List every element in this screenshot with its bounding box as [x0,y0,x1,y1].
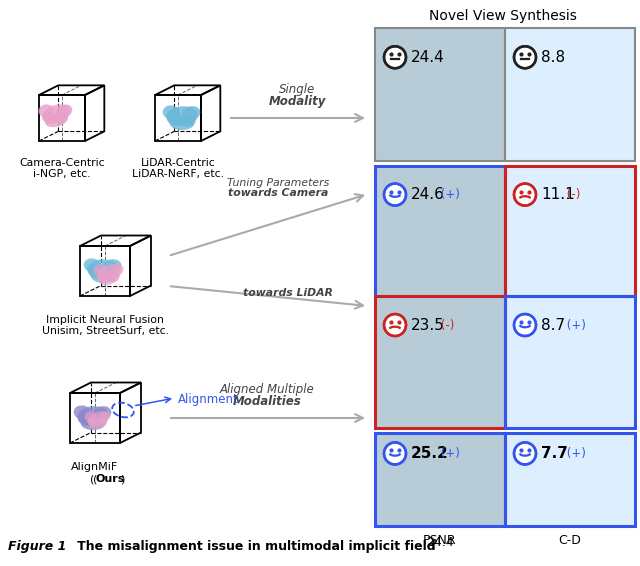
Text: Modalities: Modalities [232,395,301,408]
Ellipse shape [93,415,107,427]
Text: (: ( [93,474,97,484]
Text: Single: Single [279,83,315,96]
Ellipse shape [166,106,198,126]
Text: LiDAR-Centric: LiDAR-Centric [141,158,216,168]
Bar [505,166,635,296]
Text: (+): (+) [563,447,586,460]
Ellipse shape [167,113,182,126]
Text: (+): (+) [437,188,460,201]
Ellipse shape [42,104,70,123]
Circle shape [384,443,406,465]
Circle shape [384,46,406,68]
Ellipse shape [90,418,106,430]
Ellipse shape [88,411,109,427]
Text: Camera-Centric: Camera-Centric [19,158,105,168]
Bar [505,28,635,161]
Circle shape [384,183,406,205]
Text: 25.2: 25.2 [411,446,449,461]
Text: towards Camera: towards Camera [228,188,328,198]
Text: ): ) [120,474,124,484]
Bar [375,296,505,428]
Text: (-): (-) [437,319,454,332]
Text: Aligned Multiple: Aligned Multiple [220,383,314,396]
Ellipse shape [97,264,121,282]
Text: (+): (+) [563,319,586,332]
Text: 24.4: 24.4 [411,50,445,65]
Text: PSNR: PSNR [423,534,457,547]
Ellipse shape [88,266,104,279]
Text: AlignMiF: AlignMiF [72,462,118,472]
Ellipse shape [99,418,108,427]
Text: C-D: C-D [559,534,581,547]
Text: (: ( [90,474,94,484]
Ellipse shape [38,104,54,117]
Ellipse shape [88,417,99,426]
Bar [505,296,635,428]
Text: LiDAR-NeRF, etc.: LiDAR-NeRF, etc. [132,169,224,179]
Text: Figure 1: Figure 1 [8,540,67,553]
Ellipse shape [170,116,195,130]
Ellipse shape [103,269,117,280]
Ellipse shape [102,259,122,273]
Text: Ours: Ours [96,474,125,484]
Ellipse shape [84,411,97,422]
Bar [375,166,505,296]
Ellipse shape [182,115,196,127]
Circle shape [514,46,536,68]
Circle shape [514,443,536,465]
Ellipse shape [109,264,124,277]
Bar [375,433,505,526]
Bar [505,433,635,526]
Ellipse shape [84,258,101,273]
Circle shape [384,314,406,336]
Ellipse shape [42,112,57,123]
Circle shape [514,183,536,205]
Ellipse shape [92,406,111,421]
Text: 11.1: 11.1 [541,187,575,202]
Text: Modality: Modality [268,95,326,108]
Text: Novel View Synthesis: Novel View Synthesis [429,9,577,23]
Bar [505,28,635,161]
Ellipse shape [87,259,119,278]
Text: 8.8: 8.8 [541,50,565,65]
Ellipse shape [109,272,120,282]
Text: towards LiDAR: towards LiDAR [243,288,333,298]
Text: Implicit Neural Fusion: Implicit Neural Fusion [46,315,164,325]
Bar [375,28,505,161]
Text: 8.7: 8.7 [541,318,565,333]
Ellipse shape [163,105,180,119]
Bar [375,166,505,296]
Ellipse shape [45,114,67,127]
Ellipse shape [77,406,109,426]
Text: 23.5: 23.5 [411,318,445,333]
Text: Alignment: Alignment [178,392,239,405]
Ellipse shape [56,113,68,125]
Text: (+): (+) [437,447,460,460]
Ellipse shape [81,416,106,430]
Bar [375,433,505,526]
Circle shape [514,314,536,336]
Bar [505,166,635,296]
Text: The misalignment issue in multimodal implicit field: The misalignment issue in multimodal imp… [64,540,436,553]
Bar [505,296,635,428]
Text: (-): (-) [563,188,580,201]
Ellipse shape [91,269,115,283]
Text: 24.6: 24.6 [411,187,445,202]
Bar [375,296,505,428]
Bar [505,433,635,526]
Ellipse shape [99,272,118,285]
Ellipse shape [98,411,111,423]
Text: i-NGP, etc.: i-NGP, etc. [33,169,91,179]
Text: Unisim, StreetSurf, etc.: Unisim, StreetSurf, etc. [42,326,168,336]
Text: Tuning Parameters: Tuning Parameters [227,178,329,188]
Ellipse shape [97,271,109,281]
Ellipse shape [78,413,93,426]
Text: 7.7: 7.7 [541,446,568,461]
Ellipse shape [56,105,72,119]
Ellipse shape [93,264,108,276]
Ellipse shape [181,106,200,121]
Text: 24.4: 24.4 [426,536,454,549]
Ellipse shape [74,405,91,419]
Bar [375,28,505,161]
